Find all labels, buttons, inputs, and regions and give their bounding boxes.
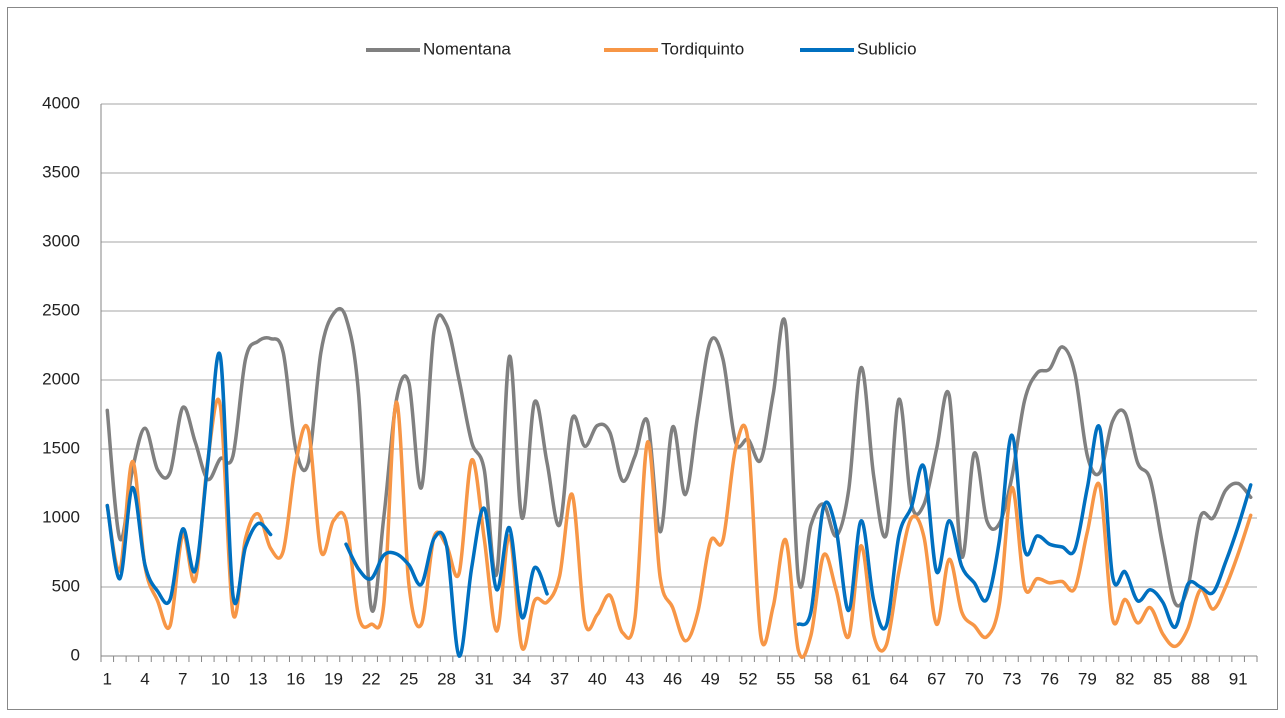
x-tick-label: 70 — [965, 669, 984, 688]
x-tick-label: 76 — [1040, 669, 1059, 688]
x-tick-label: 22 — [362, 669, 381, 688]
series-line — [105, 306, 1253, 613]
series-line — [105, 351, 273, 606]
x-tick-label: 31 — [475, 669, 494, 688]
chart-frame — [7, 7, 1278, 710]
y-tick-label: 4000 — [42, 93, 80, 112]
x-tick-label: 91 — [1229, 669, 1248, 688]
y-tick-label: 2000 — [42, 369, 80, 388]
x-tick-label: 58 — [814, 669, 833, 688]
x-tick-label: 82 — [1116, 669, 1135, 688]
legend-label: Tordiquinto — [661, 39, 744, 58]
x-tick-label: 1 — [103, 669, 112, 688]
legend-label: Sublicio — [857, 39, 917, 58]
series-line — [105, 397, 1253, 659]
x-tick-label: 4 — [140, 669, 149, 688]
x-tick-label: 55 — [776, 669, 795, 688]
legend-label: Nomentana — [423, 39, 511, 58]
y-tick-label: 1000 — [42, 507, 80, 526]
series-line — [344, 506, 549, 658]
x-tick-label: 37 — [550, 669, 569, 688]
y-tick-label: 3000 — [42, 231, 80, 250]
x-tick-label: 13 — [249, 669, 268, 688]
y-tick-label: 3500 — [42, 162, 80, 181]
x-tick-label: 28 — [437, 669, 456, 688]
y-tick-label: 500 — [52, 576, 80, 595]
y-tick-label: 2500 — [42, 300, 80, 319]
x-tick-label: 61 — [852, 669, 871, 688]
x-tick-label: 43 — [626, 669, 645, 688]
x-tick-label: 64 — [889, 669, 908, 688]
x-tick-label: 10 — [211, 669, 230, 688]
x-tick-label: 67 — [927, 669, 946, 688]
x-tick-label: 88 — [1191, 669, 1210, 688]
x-tick-label: 34 — [512, 669, 531, 688]
x-tick-label: 7 — [178, 669, 187, 688]
series-line — [796, 424, 1253, 631]
x-tick-label: 25 — [399, 669, 418, 688]
x-tick-label: 85 — [1153, 669, 1172, 688]
x-tick-label: 73 — [1003, 669, 1022, 688]
y-tick-label: 1500 — [42, 438, 80, 457]
y-tick-label: 0 — [71, 645, 80, 664]
x-tick-label: 19 — [324, 669, 343, 688]
x-tick-label: 49 — [701, 669, 720, 688]
x-tick-label: 16 — [286, 669, 305, 688]
x-tick-label: 79 — [1078, 669, 1097, 688]
x-tick-label: 52 — [739, 669, 758, 688]
x-tick-label: 46 — [663, 669, 682, 688]
x-tick-label: 40 — [588, 669, 607, 688]
